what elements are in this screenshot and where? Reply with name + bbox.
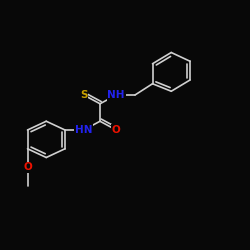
Text: HN: HN xyxy=(75,125,92,135)
Text: NH: NH xyxy=(108,90,125,100)
Text: S: S xyxy=(80,90,88,100)
Text: O: O xyxy=(23,162,32,172)
Text: O: O xyxy=(112,125,120,135)
